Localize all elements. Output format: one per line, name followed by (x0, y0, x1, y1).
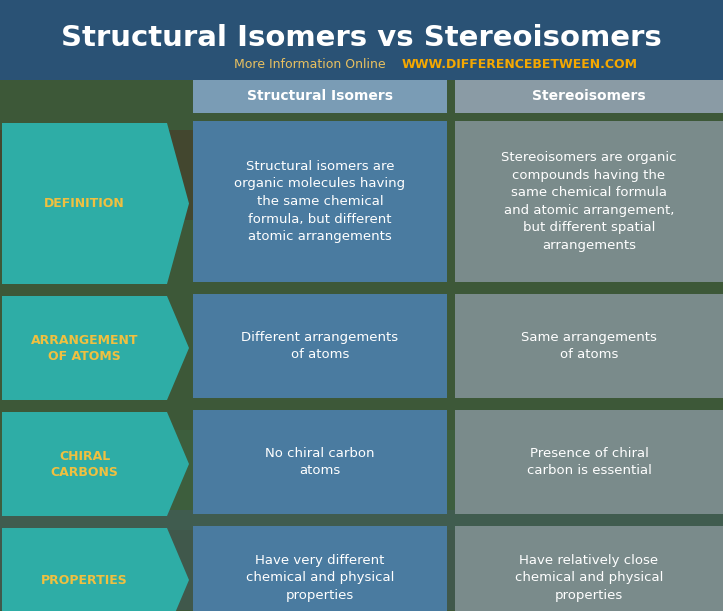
Bar (455, 410, 723, 514)
Bar (0, 0, 723, 80)
Polygon shape (2, 123, 189, 284)
Bar (455, 526, 723, 611)
Text: Have very different
chemical and physical
properties: Have very different chemical and physica… (246, 554, 394, 602)
Text: DEFINITION: DEFINITION (44, 197, 125, 210)
Text: CHIRAL
CARBONS: CHIRAL CARBONS (51, 450, 119, 478)
Bar (193, 80, 447, 113)
Bar (455, 294, 723, 398)
Bar (193, 294, 447, 398)
Text: Presence of chiral
carbon is essential: Presence of chiral carbon is essential (526, 447, 651, 477)
Text: Same arrangements
of atoms: Same arrangements of atoms (521, 331, 657, 361)
Text: WWW.DIFFERENCEBETWEEN.COM: WWW.DIFFERENCEBETWEEN.COM (402, 59, 638, 71)
Text: Have relatively close
chemical and physical
properties: Have relatively close chemical and physi… (515, 554, 663, 602)
Bar (0, 510, 723, 610)
Text: Stereoisomers are organic
compounds having the
same chemical formula
and atomic : Stereoisomers are organic compounds havi… (501, 152, 677, 252)
Text: Structural Isomers: Structural Isomers (247, 89, 393, 103)
Polygon shape (2, 412, 189, 516)
Bar (0, 80, 723, 611)
Bar (455, 121, 723, 282)
Text: ARRANGEMENT
OF ATOMS: ARRANGEMENT OF ATOMS (31, 334, 138, 362)
Bar (193, 121, 447, 282)
Text: PROPERTIES: PROPERTIES (41, 574, 128, 587)
Polygon shape (2, 528, 189, 611)
Bar (193, 410, 447, 514)
Bar (0, 130, 200, 220)
Text: Stereoisomers: Stereoisomers (532, 89, 646, 103)
Text: Structural isomers are
organic molecules having
the same chemical
formula, but d: Structural isomers are organic molecules… (234, 160, 406, 243)
Bar (455, 80, 723, 113)
Text: Different arrangements
of atoms: Different arrangements of atoms (241, 331, 398, 361)
Text: Structural Isomers vs Stereoisomers: Structural Isomers vs Stereoisomers (61, 24, 662, 52)
Polygon shape (2, 296, 189, 400)
Text: More Information Online: More Information Online (234, 59, 386, 71)
Text: No chiral carbon
atoms: No chiral carbon atoms (265, 447, 375, 477)
Bar (0, 430, 723, 530)
Bar (193, 526, 447, 611)
